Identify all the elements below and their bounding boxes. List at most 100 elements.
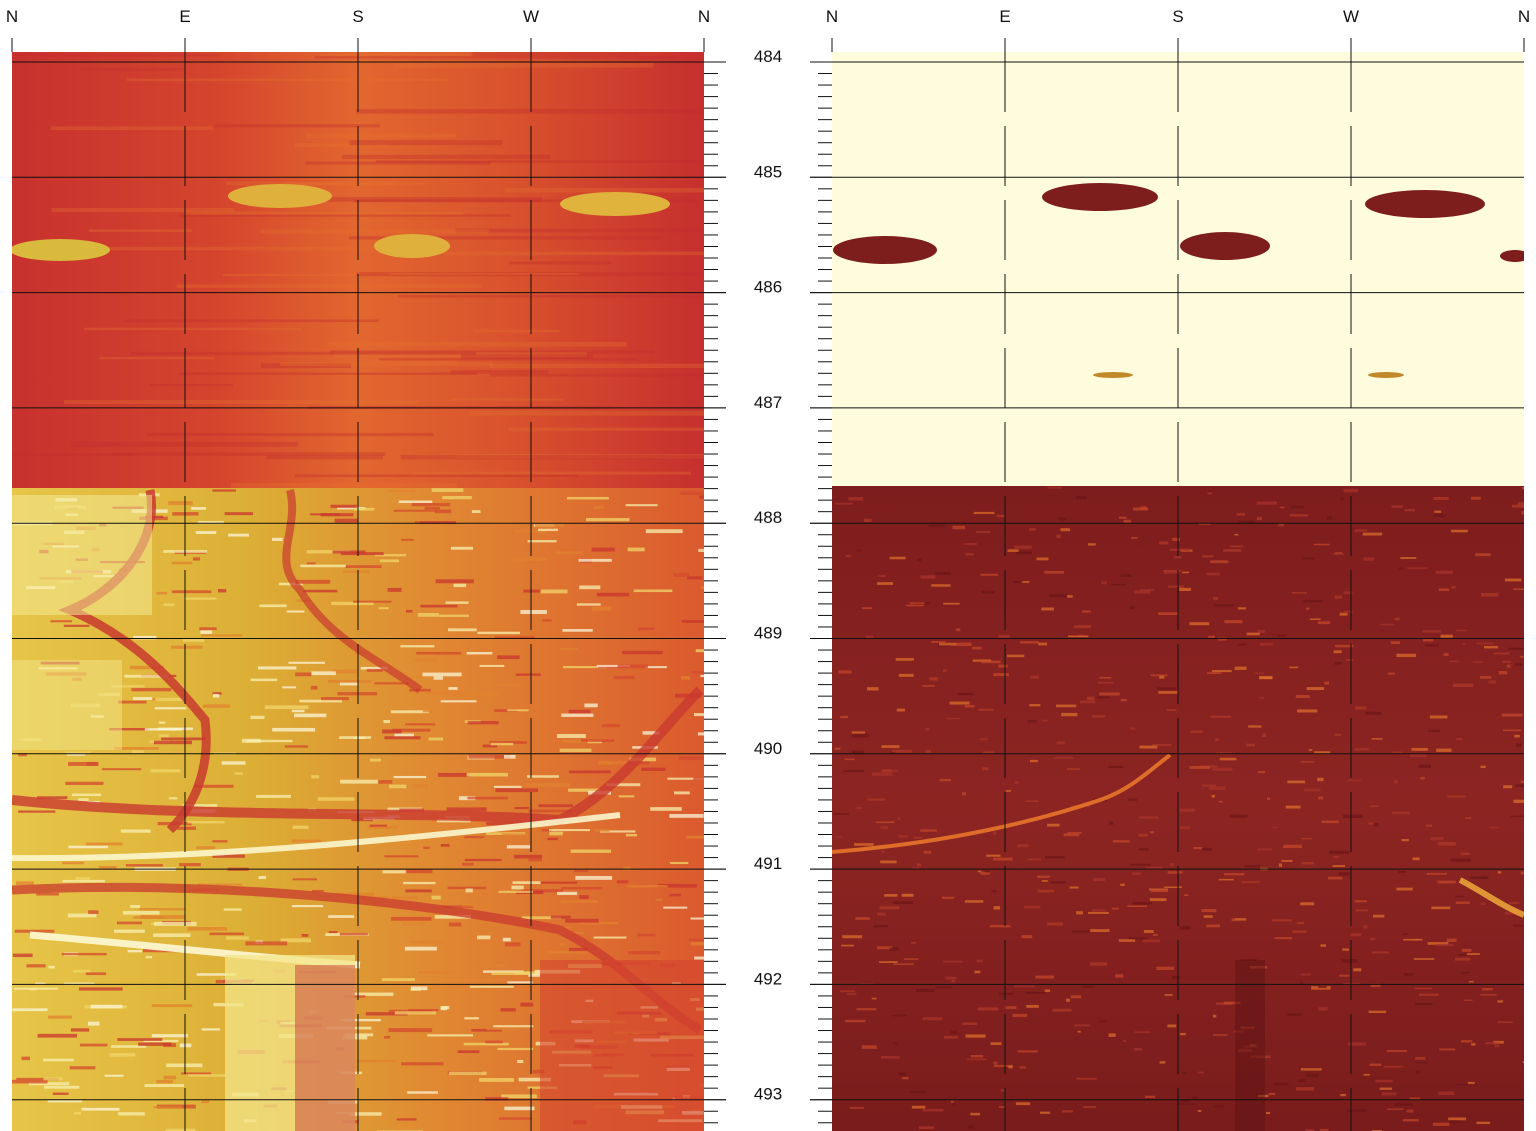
- texture-speckle: [861, 1045, 877, 1049]
- texture-streak: [375, 160, 704, 163]
- texture-speckle: [909, 1090, 927, 1094]
- texture-streak: [51, 126, 213, 131]
- texture-speckle: [833, 813, 850, 815]
- texture-speckle: [878, 574, 886, 577]
- texture-streak: [486, 821, 526, 826]
- texture-speckle: [1047, 486, 1062, 489]
- texture-speckle: [943, 602, 960, 605]
- texture-streak: [417, 971, 455, 974]
- texture-speckle: [1259, 697, 1265, 699]
- texture-streak: [446, 807, 487, 812]
- texture-speckle: [1503, 729, 1522, 732]
- texture-streak: [598, 760, 628, 765]
- texture-streak: [332, 550, 366, 554]
- texture-speckle: [1049, 594, 1067, 598]
- texture-speckle: [1443, 653, 1449, 656]
- texture-streak: [226, 936, 249, 940]
- texture-streak: [382, 729, 402, 734]
- texture-speckle: [909, 602, 925, 604]
- texture-speckle: [877, 912, 886, 916]
- texture-speckle: [892, 901, 913, 904]
- texture-streak: [570, 849, 611, 853]
- texture-streak: [627, 885, 668, 888]
- texture-speckle: [998, 634, 1011, 639]
- texture-speckle: [1017, 844, 1029, 848]
- texture-speckle: [1449, 1119, 1461, 1123]
- texture-speckle: [1348, 1042, 1366, 1046]
- texture-speckle: [1503, 785, 1513, 789]
- texture-streak: [431, 895, 441, 900]
- texture-speckle: [1292, 930, 1307, 933]
- texture-streak: [591, 606, 612, 611]
- texture-speckle: [938, 642, 957, 646]
- texture-speckle: [1074, 625, 1092, 629]
- texture-speckle: [1164, 994, 1173, 996]
- texture-streak: [584, 703, 598, 708]
- texture-streak: [48, 1015, 72, 1019]
- texture-streak: [261, 363, 351, 369]
- texture-streak: [427, 1034, 474, 1037]
- texture-speckle: [1399, 567, 1403, 570]
- texture-speckle: [1410, 754, 1427, 758]
- texture-speckle: [945, 976, 957, 980]
- texture-streak: [88, 229, 193, 233]
- texture-streak: [228, 533, 249, 537]
- texture-speckle: [970, 1112, 981, 1116]
- depth-label: 492: [754, 969, 782, 988]
- texture-speckle: [912, 867, 919, 870]
- texture-streak: [538, 804, 574, 808]
- texture-speckle: [880, 850, 885, 853]
- texture-speckle: [1440, 634, 1453, 638]
- texture-streak: [494, 636, 535, 639]
- texture-speckle: [1029, 704, 1041, 707]
- texture-speckle: [976, 959, 983, 963]
- texture-speckle: [1455, 895, 1464, 898]
- texture-streak: [485, 1097, 509, 1101]
- texture-streak: [507, 709, 529, 712]
- texture-speckle: [955, 628, 961, 631]
- texture-streak: [669, 893, 681, 897]
- texture-streak: [568, 709, 591, 714]
- texture-speckle: [1343, 982, 1361, 985]
- texture-streak: [291, 709, 305, 713]
- texture-streak: [520, 609, 547, 614]
- texture-streak: [512, 881, 541, 885]
- left-fracture-trace: [12, 812, 621, 862]
- texture-streak: [504, 187, 704, 193]
- texture-speckle: [1409, 1097, 1421, 1100]
- texture-speckle: [972, 646, 982, 650]
- texture-speckle: [1523, 657, 1524, 661]
- texture-speckle: [1080, 700, 1096, 704]
- texture-streak: [124, 319, 379, 323]
- texture-speckle: [1182, 571, 1190, 574]
- texture-speckle: [1519, 504, 1524, 508]
- texture-speckle: [1522, 503, 1524, 506]
- texture-speckle: [1246, 632, 1260, 636]
- texture-streak: [477, 935, 491, 940]
- texture-streak: [151, 1034, 189, 1038]
- texture-speckle: [1324, 681, 1330, 685]
- texture-streak: [291, 905, 324, 908]
- texture-speckle: [1257, 848, 1272, 851]
- texture-speckle: [1370, 805, 1379, 808]
- depth-label: 491: [754, 854, 782, 873]
- texture-speckle: [1498, 671, 1508, 675]
- texture-speckle: [1340, 497, 1345, 501]
- texture-speckle: [1286, 1013, 1303, 1016]
- texture-streak: [448, 1071, 487, 1075]
- texture-streak: [340, 1018, 381, 1022]
- texture-streak: [575, 875, 613, 880]
- texture-speckle: [898, 835, 908, 838]
- texture-streak: [450, 369, 549, 374]
- texture-speckle: [1070, 995, 1082, 999]
- texture-streak: [143, 1039, 179, 1043]
- texture-streak: [166, 1063, 203, 1068]
- texture-speckle: [1213, 1034, 1228, 1037]
- texture-speckle: [1522, 486, 1524, 490]
- texture-streak: [384, 1035, 391, 1039]
- texture-speckle: [1030, 759, 1038, 763]
- texture-speckle: [1467, 1081, 1475, 1085]
- texture-streak: [540, 881, 578, 884]
- texture-speckle: [899, 1072, 906, 1076]
- texture-speckle: [1333, 855, 1340, 859]
